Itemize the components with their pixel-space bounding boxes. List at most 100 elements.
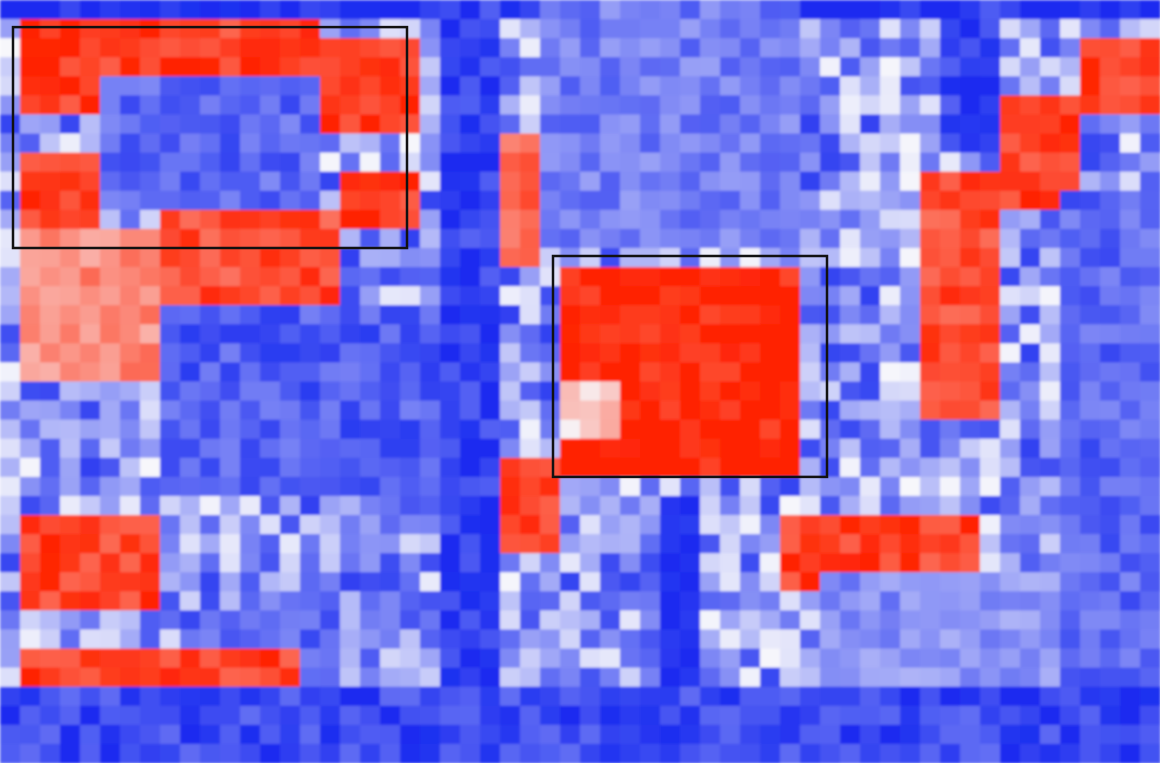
heatmap-cell: [100, 19, 121, 39]
heatmap-cell: [480, 725, 501, 745]
heatmap-cell: [920, 382, 941, 402]
heatmap-cell: [640, 267, 661, 287]
heatmap-cell: [940, 744, 961, 763]
heatmap-cell: [500, 439, 521, 459]
heatmap-cell: [1100, 649, 1121, 669]
heatmap-cell: [360, 649, 381, 669]
heatmap-cell: [1040, 19, 1061, 39]
heatmap-cell: [1140, 401, 1160, 421]
heatmap-cell: [800, 668, 821, 688]
heatmap-cell: [500, 668, 521, 688]
heatmap-cell: [240, 610, 261, 630]
heatmap-cell: [1120, 210, 1141, 230]
heatmap-cell: [380, 38, 401, 58]
heatmap-cell: [340, 0, 361, 20]
heatmap-cell: [1040, 572, 1061, 592]
heatmap-cell: [860, 362, 881, 382]
heatmap-cell: [100, 210, 121, 230]
heatmap-cell: [740, 57, 761, 77]
heatmap-cell: [1120, 324, 1141, 344]
heatmap-cell: [780, 114, 801, 134]
heatmap-cell: [580, 210, 601, 230]
heatmap-cell: [100, 0, 121, 20]
heatmap-cell: [960, 687, 981, 707]
heatmap-cell: [1020, 324, 1041, 344]
heatmap-cell: [380, 95, 401, 115]
heatmap-cell: [60, 57, 81, 77]
heatmap-cell: [240, 57, 261, 77]
heatmap-cell: [600, 114, 621, 134]
heatmap-cell: [620, 629, 641, 649]
heatmap-cell: [640, 744, 661, 763]
heatmap-cell: [800, 687, 821, 707]
heatmap-cell: [840, 210, 861, 230]
heatmap-cell: [1080, 114, 1101, 134]
heatmap-cell: [120, 591, 141, 611]
heatmap-cell: [260, 19, 281, 39]
heatmap-cell: [940, 19, 961, 39]
heatmap-cell: [760, 439, 781, 459]
heatmap-cell: [960, 172, 981, 192]
heatmap-cell: [460, 57, 481, 77]
heatmap-cell: [720, 496, 741, 516]
heatmap-cell: [260, 458, 281, 478]
heatmap-cell: [240, 0, 261, 20]
heatmap-cell: [960, 324, 981, 344]
heatmap-cell: [500, 0, 521, 20]
heatmap-cell: [160, 534, 181, 554]
heatmap-cell: [1140, 553, 1160, 573]
heatmap-cell: [260, 38, 281, 58]
heatmap-cell: [980, 610, 1001, 630]
heatmap-cell: [60, 324, 81, 344]
heatmap-cell: [820, 305, 841, 325]
heatmap-cell: [900, 477, 921, 497]
heatmap-cell: [240, 477, 261, 497]
heatmap-cell: [580, 343, 601, 363]
heatmap-cell: [800, 248, 821, 268]
heatmap-cell: [1040, 382, 1061, 402]
heatmap-cell: [140, 515, 161, 535]
heatmap-cell: [460, 496, 481, 516]
heatmap-cell: [80, 172, 101, 192]
heatmap-cell: [680, 610, 701, 630]
heatmap-cell: [680, 553, 701, 573]
heatmap-cell: [940, 38, 961, 58]
heatmap-cell: [820, 324, 841, 344]
heatmap-cell: [540, 343, 561, 363]
heatmap-cell: [760, 515, 781, 535]
heatmap-cell: [560, 324, 581, 344]
heatmap-cell: [80, 134, 101, 154]
heatmap-cell: [520, 19, 541, 39]
heatmap-cell: [400, 324, 421, 344]
heatmap-cell: [120, 76, 141, 96]
heatmap-cell: [1100, 668, 1121, 688]
heatmap-cell: [940, 362, 961, 382]
heatmap-cell: [840, 496, 861, 516]
heatmap-cell: [860, 420, 881, 440]
heatmap-cell: [740, 229, 761, 249]
heatmap-cell: [240, 591, 261, 611]
heatmap-cell: [360, 324, 381, 344]
heatmap-cell: [660, 191, 681, 211]
heatmap-cell: [280, 153, 301, 173]
heatmap-cell: [700, 401, 721, 421]
heatmap-cell: [160, 229, 181, 249]
heatmap-cell: [260, 382, 281, 402]
heatmap-cell: [320, 114, 341, 134]
heatmap-cell: [400, 114, 421, 134]
heatmap-cell: [720, 591, 741, 611]
heatmap-cell: [540, 610, 561, 630]
heatmap-cell: [760, 725, 781, 745]
heatmap-cell: [240, 439, 261, 459]
heatmap-cell: [40, 534, 61, 554]
heatmap-cell: [1080, 706, 1101, 726]
heatmap-cell: [360, 114, 381, 134]
heatmap-cell: [940, 0, 961, 20]
heatmap-cell: [200, 572, 221, 592]
heatmap-cell: [180, 134, 201, 154]
heatmap-cell: [920, 744, 941, 763]
heatmap-cell: [560, 496, 581, 516]
heatmap-cell: [280, 134, 301, 154]
heatmap-cell: [680, 153, 701, 173]
